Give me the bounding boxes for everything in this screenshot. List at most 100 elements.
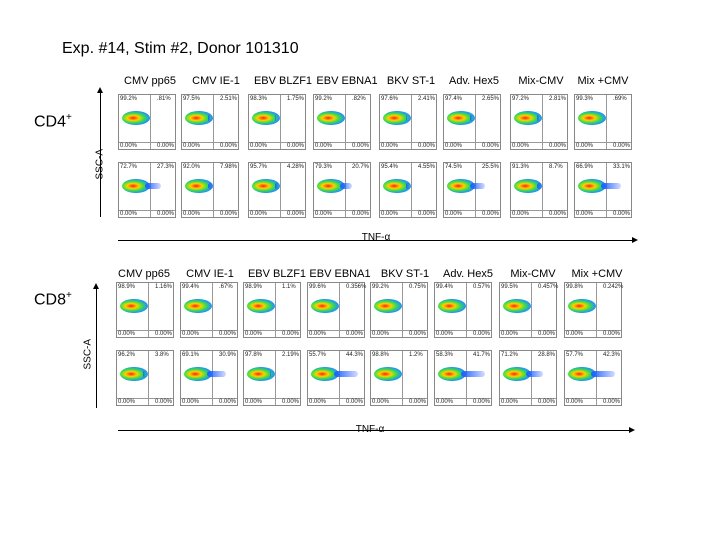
quadrant-gate-vertical — [148, 351, 149, 405]
quadrant-percentage-ul: 71.2% — [501, 352, 519, 358]
quadrant-percentage-lr: 0.00% — [352, 211, 370, 217]
quadrant-percentage-ll: 0.00% — [566, 331, 584, 337]
cell-population-density — [184, 367, 212, 381]
quadrant-percentage-lr: 0.00% — [482, 143, 500, 149]
quadrant-percentage-ur: 41.7% — [473, 352, 491, 358]
condition-label: CMV pp65 — [118, 268, 170, 280]
flow-plot-panel: 66.9% 33.1% 0.00% 0.00% — [574, 162, 632, 218]
condition-label: CMV IE-1 — [186, 268, 234, 280]
quadrant-gate-horizontal — [181, 398, 237, 399]
quadrant-percentage-ur: 4.55% — [418, 164, 436, 170]
cell-population-density — [120, 299, 148, 313]
cell-population-density — [122, 111, 150, 125]
quadrant-percentage-ll: 0.00% — [315, 211, 333, 217]
quadrant-gate-horizontal — [565, 330, 621, 331]
quadrant-percentage-ur: .82% — [352, 96, 366, 102]
quadrant-gate-horizontal — [249, 210, 305, 211]
condition-label: EBV EBNA1 — [309, 268, 371, 280]
quadrant-gate-vertical — [596, 283, 597, 337]
condition-label: Mix-CMV — [518, 75, 564, 87]
quadrant-gate-vertical — [212, 283, 213, 337]
tnf-positive-population — [340, 183, 353, 189]
flow-plot-panel: 97.4% 2.65% 0.00% 0.00% — [443, 94, 501, 150]
quadrant-percentage-ll: 0.00% — [566, 399, 584, 405]
flow-plot-panel: 98.3% 1.75% 0.00% 0.00% — [248, 94, 306, 150]
quadrant-percentage-lr: 0.00% — [282, 331, 300, 337]
flow-plot-panel: 71.2% 28.8% 0.00% 0.00% — [499, 350, 557, 406]
quadrant-percentage-ll: 0.00% — [501, 331, 519, 337]
quadrant-percentage-ll: 0.00% — [245, 399, 263, 405]
quadrant-percentage-ul: 99.6% — [309, 284, 327, 290]
flow-plot-panel: 58.3% 41.7% 0.00% 0.00% — [434, 350, 492, 406]
cell-population-density — [185, 111, 213, 125]
quadrant-percentage-ur: 28.8% — [538, 352, 556, 358]
quadrant-gate-horizontal — [117, 398, 173, 399]
quadrant-percentage-ur: 2.41% — [418, 96, 436, 102]
quadrant-percentage-lr: 0.00% — [157, 211, 175, 217]
quadrant-gate-horizontal — [444, 210, 500, 211]
quadrant-gate-vertical — [606, 163, 607, 217]
quadrant-percentage-ur: 1.16% — [155, 284, 173, 290]
quadrant-gate-vertical — [339, 351, 340, 405]
quadrant-percentage-ur: 8.7% — [549, 164, 563, 170]
quadrant-gate-horizontal — [117, 330, 173, 331]
quadrant-percentage-ul: 74.5% — [445, 164, 463, 170]
quadrant-percentage-ur: 0.57% — [473, 284, 491, 290]
group-label-cd4: CD4+ — [34, 112, 72, 131]
cell-population-density — [514, 179, 542, 193]
quadrant-percentage-ll: 0.00% — [436, 399, 454, 405]
flow-plot-panel: 96.2% 3.8% 0.00% 0.00% — [116, 350, 174, 406]
quadrant-gate-horizontal — [314, 210, 370, 211]
quadrant-percentage-ll: 0.00% — [576, 211, 594, 217]
flow-plot-panel: 97.5% 2.51% 0.00% 0.00% — [181, 94, 239, 150]
quadrant-gate-horizontal — [371, 330, 427, 331]
quadrant-percentage-lr: 0.00% — [282, 399, 300, 405]
condition-label: EBV BLZF1 — [247, 268, 307, 280]
x-axis-label-cd4: TNF-α — [361, 232, 391, 243]
quadrant-gate-vertical — [466, 283, 467, 337]
quadrant-percentage-ul: 98.9% — [245, 284, 263, 290]
condition-label: BKV ST-1 — [386, 75, 436, 87]
quadrant-percentage-ur: 4.28% — [287, 164, 305, 170]
quadrant-gate-horizontal — [308, 330, 364, 331]
quadrant-percentage-ur: 0.242% — [603, 284, 624, 290]
quadrant-percentage-ll: 0.00% — [445, 211, 463, 217]
quadrant-percentage-ur: 0.356% — [346, 284, 367, 290]
flow-plot-panel: 99.5% 0.457% 0.00% 0.00% — [499, 282, 558, 338]
quadrant-percentage-ul: 99.4% — [436, 284, 454, 290]
quadrant-gate-horizontal — [575, 142, 631, 143]
quadrant-gate-vertical — [411, 95, 412, 149]
quadrant-percentage-lr: 0.00% — [220, 211, 238, 217]
quadrant-percentage-ll: 0.00% — [250, 211, 268, 217]
quadrant-gate-vertical — [531, 283, 532, 337]
flow-plot-panel: 99.4% 0.57% 0.00% 0.00% — [434, 282, 492, 338]
quadrant-percentage-ll: 0.00% — [501, 399, 519, 405]
quadrant-gate-vertical — [275, 351, 276, 405]
quadrant-percentage-ul: 99.8% — [566, 284, 584, 290]
condition-label: CMV pp65 — [124, 75, 176, 87]
quadrant-percentage-ur: 2.65% — [482, 96, 500, 102]
flow-plot-panel: 74.5% 25.5% 0.00% 0.00% — [443, 162, 501, 218]
tnf-positive-population — [143, 371, 146, 377]
quadrant-percentage-lr: 0.00% — [603, 399, 621, 405]
quadrant-percentage-lr: 0.00% — [482, 211, 500, 217]
quadrant-percentage-ur: .81% — [157, 96, 171, 102]
tnf-positive-population — [470, 115, 472, 121]
quadrant-percentage-ul: 79.3% — [315, 164, 333, 170]
flow-plot-panel: 91.3% 8.7% 0.00% 0.00% — [510, 162, 568, 218]
quadrant-gate-vertical — [213, 95, 214, 149]
quadrant-gate-vertical — [475, 163, 476, 217]
quadrant-gate-vertical — [280, 95, 281, 149]
quadrant-gate-vertical — [531, 351, 532, 405]
condition-label: Mix +CMV — [577, 75, 629, 87]
condition-label: EBV BLZF1 — [253, 75, 313, 87]
condition-label: CMV IE-1 — [192, 75, 240, 87]
condition-label: Mix +CMV — [571, 268, 623, 280]
tnf-positive-population — [406, 115, 408, 121]
cell-population-density — [374, 367, 402, 381]
quadrant-percentage-ur: 1.1% — [282, 284, 296, 290]
quadrant-gate-vertical — [345, 95, 346, 149]
flow-plot-panel: 55.7% 44.3% 0.00% 0.00% — [307, 350, 365, 406]
flow-plot-panel: 79.3% 20.7% 0.00% 0.00% — [313, 162, 371, 218]
quadrant-percentage-ur: 30.9% — [219, 352, 237, 358]
